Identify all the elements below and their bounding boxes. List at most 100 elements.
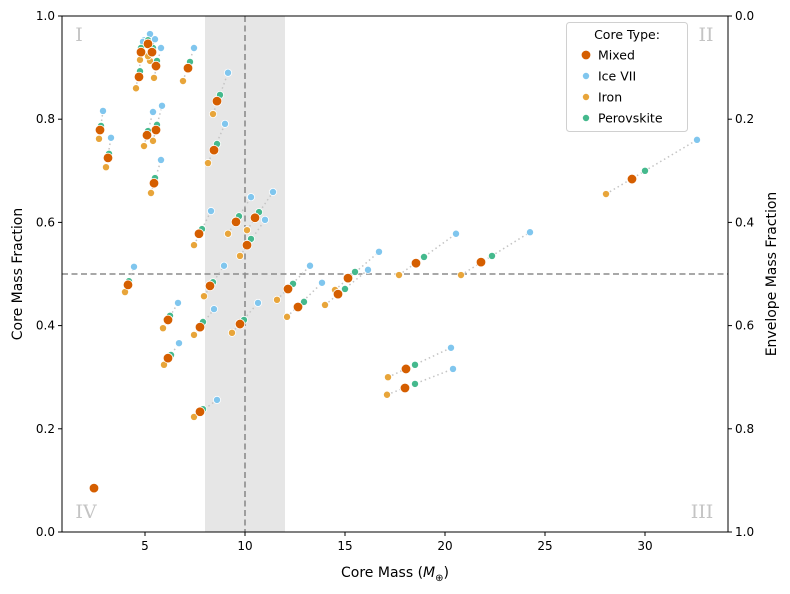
point-ice-vii bbox=[246, 193, 255, 202]
point-iron bbox=[158, 324, 167, 333]
point-ice-vii bbox=[260, 215, 269, 224]
point-mixed bbox=[241, 239, 253, 251]
point-mixed bbox=[135, 46, 147, 58]
point-ice-vii bbox=[173, 298, 182, 307]
x-axis-label-prefix: Core Mass ( bbox=[341, 565, 423, 581]
point-iron bbox=[146, 188, 155, 197]
point-mixed bbox=[146, 46, 158, 58]
point-iron bbox=[135, 55, 144, 64]
legend-entries: Mixed Ice VII Iron Perovskite bbox=[580, 48, 663, 126]
point-mixed bbox=[626, 173, 638, 185]
point-mixed bbox=[249, 212, 261, 223]
y-tick-label: 0.0 bbox=[36, 525, 55, 539]
point-ice-vii bbox=[129, 262, 138, 271]
point-mixed bbox=[141, 129, 153, 141]
point-mixed bbox=[332, 288, 344, 300]
point-mixed bbox=[292, 301, 304, 313]
legend-marker-iron bbox=[582, 93, 591, 102]
quadrant-label-iii: III bbox=[691, 501, 714, 523]
y-right-tick-label: 0.4 bbox=[735, 215, 754, 229]
x-tick-label: 25 bbox=[537, 539, 552, 553]
point-ice-vii bbox=[451, 229, 460, 238]
point-iron bbox=[149, 73, 158, 82]
point-iron bbox=[602, 190, 611, 199]
point-iron bbox=[95, 134, 104, 143]
point-mixed bbox=[399, 382, 411, 394]
connector-line bbox=[239, 219, 266, 257]
point-iron bbox=[383, 373, 392, 382]
connector-line bbox=[334, 251, 380, 291]
point-ice-vii bbox=[526, 228, 535, 237]
legend-marker-perovskite bbox=[582, 114, 591, 123]
quadrant-label-i: I bbox=[75, 24, 83, 46]
point-ice-vii bbox=[189, 43, 198, 52]
point-perovskite bbox=[340, 284, 349, 293]
point-iron bbox=[148, 136, 157, 145]
quadrant-label-iv: IV bbox=[75, 501, 97, 523]
point-ice-vii bbox=[305, 261, 314, 270]
quadrant-label-ii: II bbox=[698, 24, 713, 46]
point-mixed bbox=[282, 283, 294, 295]
point-ice-vii bbox=[148, 107, 157, 116]
data-points bbox=[88, 30, 702, 494]
point-iron bbox=[102, 163, 111, 172]
connector-line bbox=[460, 231, 531, 276]
point-iron bbox=[203, 159, 212, 168]
point-ice-vii bbox=[219, 261, 228, 270]
connector-line bbox=[143, 111, 154, 147]
connector-line bbox=[227, 196, 252, 235]
point-ice-vii bbox=[157, 101, 166, 110]
x-tick-label: 20 bbox=[437, 539, 452, 553]
point-mixed bbox=[400, 363, 412, 375]
legend-label: Iron bbox=[598, 90, 622, 105]
connector-line bbox=[398, 233, 457, 276]
point-ice-vii bbox=[206, 207, 215, 216]
point-mixed bbox=[94, 124, 106, 136]
point-iron bbox=[394, 271, 403, 280]
point-mixed bbox=[194, 406, 206, 417]
y-tick-label: 0.2 bbox=[36, 422, 55, 436]
x-axis-label: Core Mass (M⊕) bbox=[341, 565, 449, 584]
point-ice-vii bbox=[220, 119, 229, 128]
connector-line bbox=[212, 72, 229, 115]
point-mixed bbox=[211, 95, 223, 107]
point-mixed bbox=[204, 280, 216, 292]
y-tick-label: 0.4 bbox=[36, 319, 55, 333]
point-ice-vii bbox=[156, 43, 165, 52]
point-perovskite bbox=[487, 251, 496, 260]
point-iron bbox=[189, 241, 198, 250]
x-tick-label: 10 bbox=[237, 539, 252, 553]
point-iron bbox=[139, 142, 148, 151]
point-ice-vii bbox=[223, 68, 232, 77]
y-tick-label: 1.0 bbox=[36, 9, 55, 23]
point-perovskite bbox=[641, 166, 650, 175]
connector-line bbox=[386, 368, 454, 396]
point-mixed bbox=[194, 321, 206, 333]
connector-line bbox=[153, 47, 162, 79]
point-mixed bbox=[133, 71, 145, 83]
point-mixed bbox=[162, 314, 174, 326]
point-iron bbox=[199, 292, 208, 301]
legend-label: Mixed bbox=[598, 48, 635, 63]
y-right-tick-label: 1.0 bbox=[735, 525, 754, 539]
y-right-tick-label: 0.0 bbox=[735, 9, 754, 23]
y-right-tick-label: 0.8 bbox=[735, 422, 754, 436]
axes: 5 10 15 20 25 30 0.0 0.0 0.2 0.2 0.4 0.4 0.6 0.6 0.8 0.… bbox=[36, 9, 754, 553]
point-iron bbox=[208, 110, 217, 119]
point-iron bbox=[382, 390, 391, 399]
x-axis-label-symbol: M bbox=[423, 565, 435, 581]
point-iron bbox=[227, 328, 236, 337]
point-mixed bbox=[150, 60, 162, 72]
legend-box bbox=[566, 22, 688, 132]
point-perovskite bbox=[350, 267, 359, 276]
point-ice-vii bbox=[99, 106, 108, 115]
point-iron bbox=[272, 295, 281, 304]
point-iron bbox=[189, 330, 198, 339]
y-right-tick-label: 0.6 bbox=[735, 319, 754, 333]
point-iron bbox=[189, 412, 198, 421]
connector-line bbox=[605, 139, 698, 195]
point-ice-vii bbox=[446, 343, 455, 352]
legend-marker-ice-vii bbox=[582, 72, 591, 81]
x-axis-label-suffix: ) bbox=[444, 565, 449, 581]
point-mixed bbox=[150, 124, 162, 136]
